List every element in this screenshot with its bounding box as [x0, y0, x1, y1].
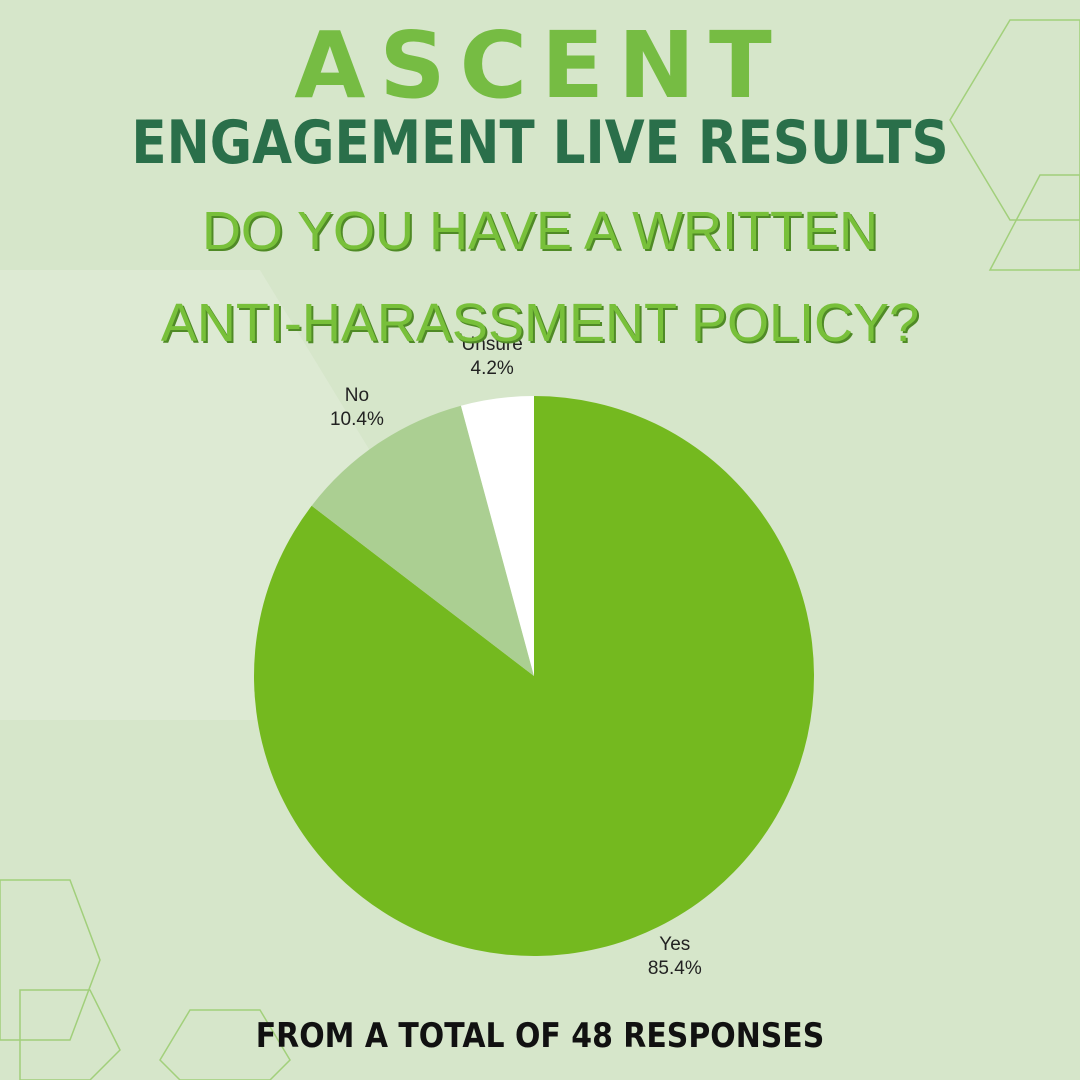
heading: ENGAGEMENT LIVE RESULTS	[131, 108, 949, 178]
value-label: 10.4%	[330, 409, 384, 430]
value-label: 4.2%	[471, 358, 514, 379]
slice-label: Unsure	[462, 334, 523, 355]
value-label: 85.4%	[648, 958, 702, 979]
pie-slice	[311, 405, 534, 676]
brand-logo: ASCENT	[294, 12, 786, 119]
chart-title: DO YOU HAVE A WRITTEN ANTI-HARASSMENT PO…	[160, 201, 920, 353]
pie-slice	[460, 396, 534, 676]
slice-label: No	[345, 385, 369, 406]
slice-label: Yes	[659, 934, 690, 955]
footer: FROM A TOTAL OF 48 RESPONSES	[255, 1016, 825, 1056]
hexagon-decoration	[0, 19, 1080, 1080]
